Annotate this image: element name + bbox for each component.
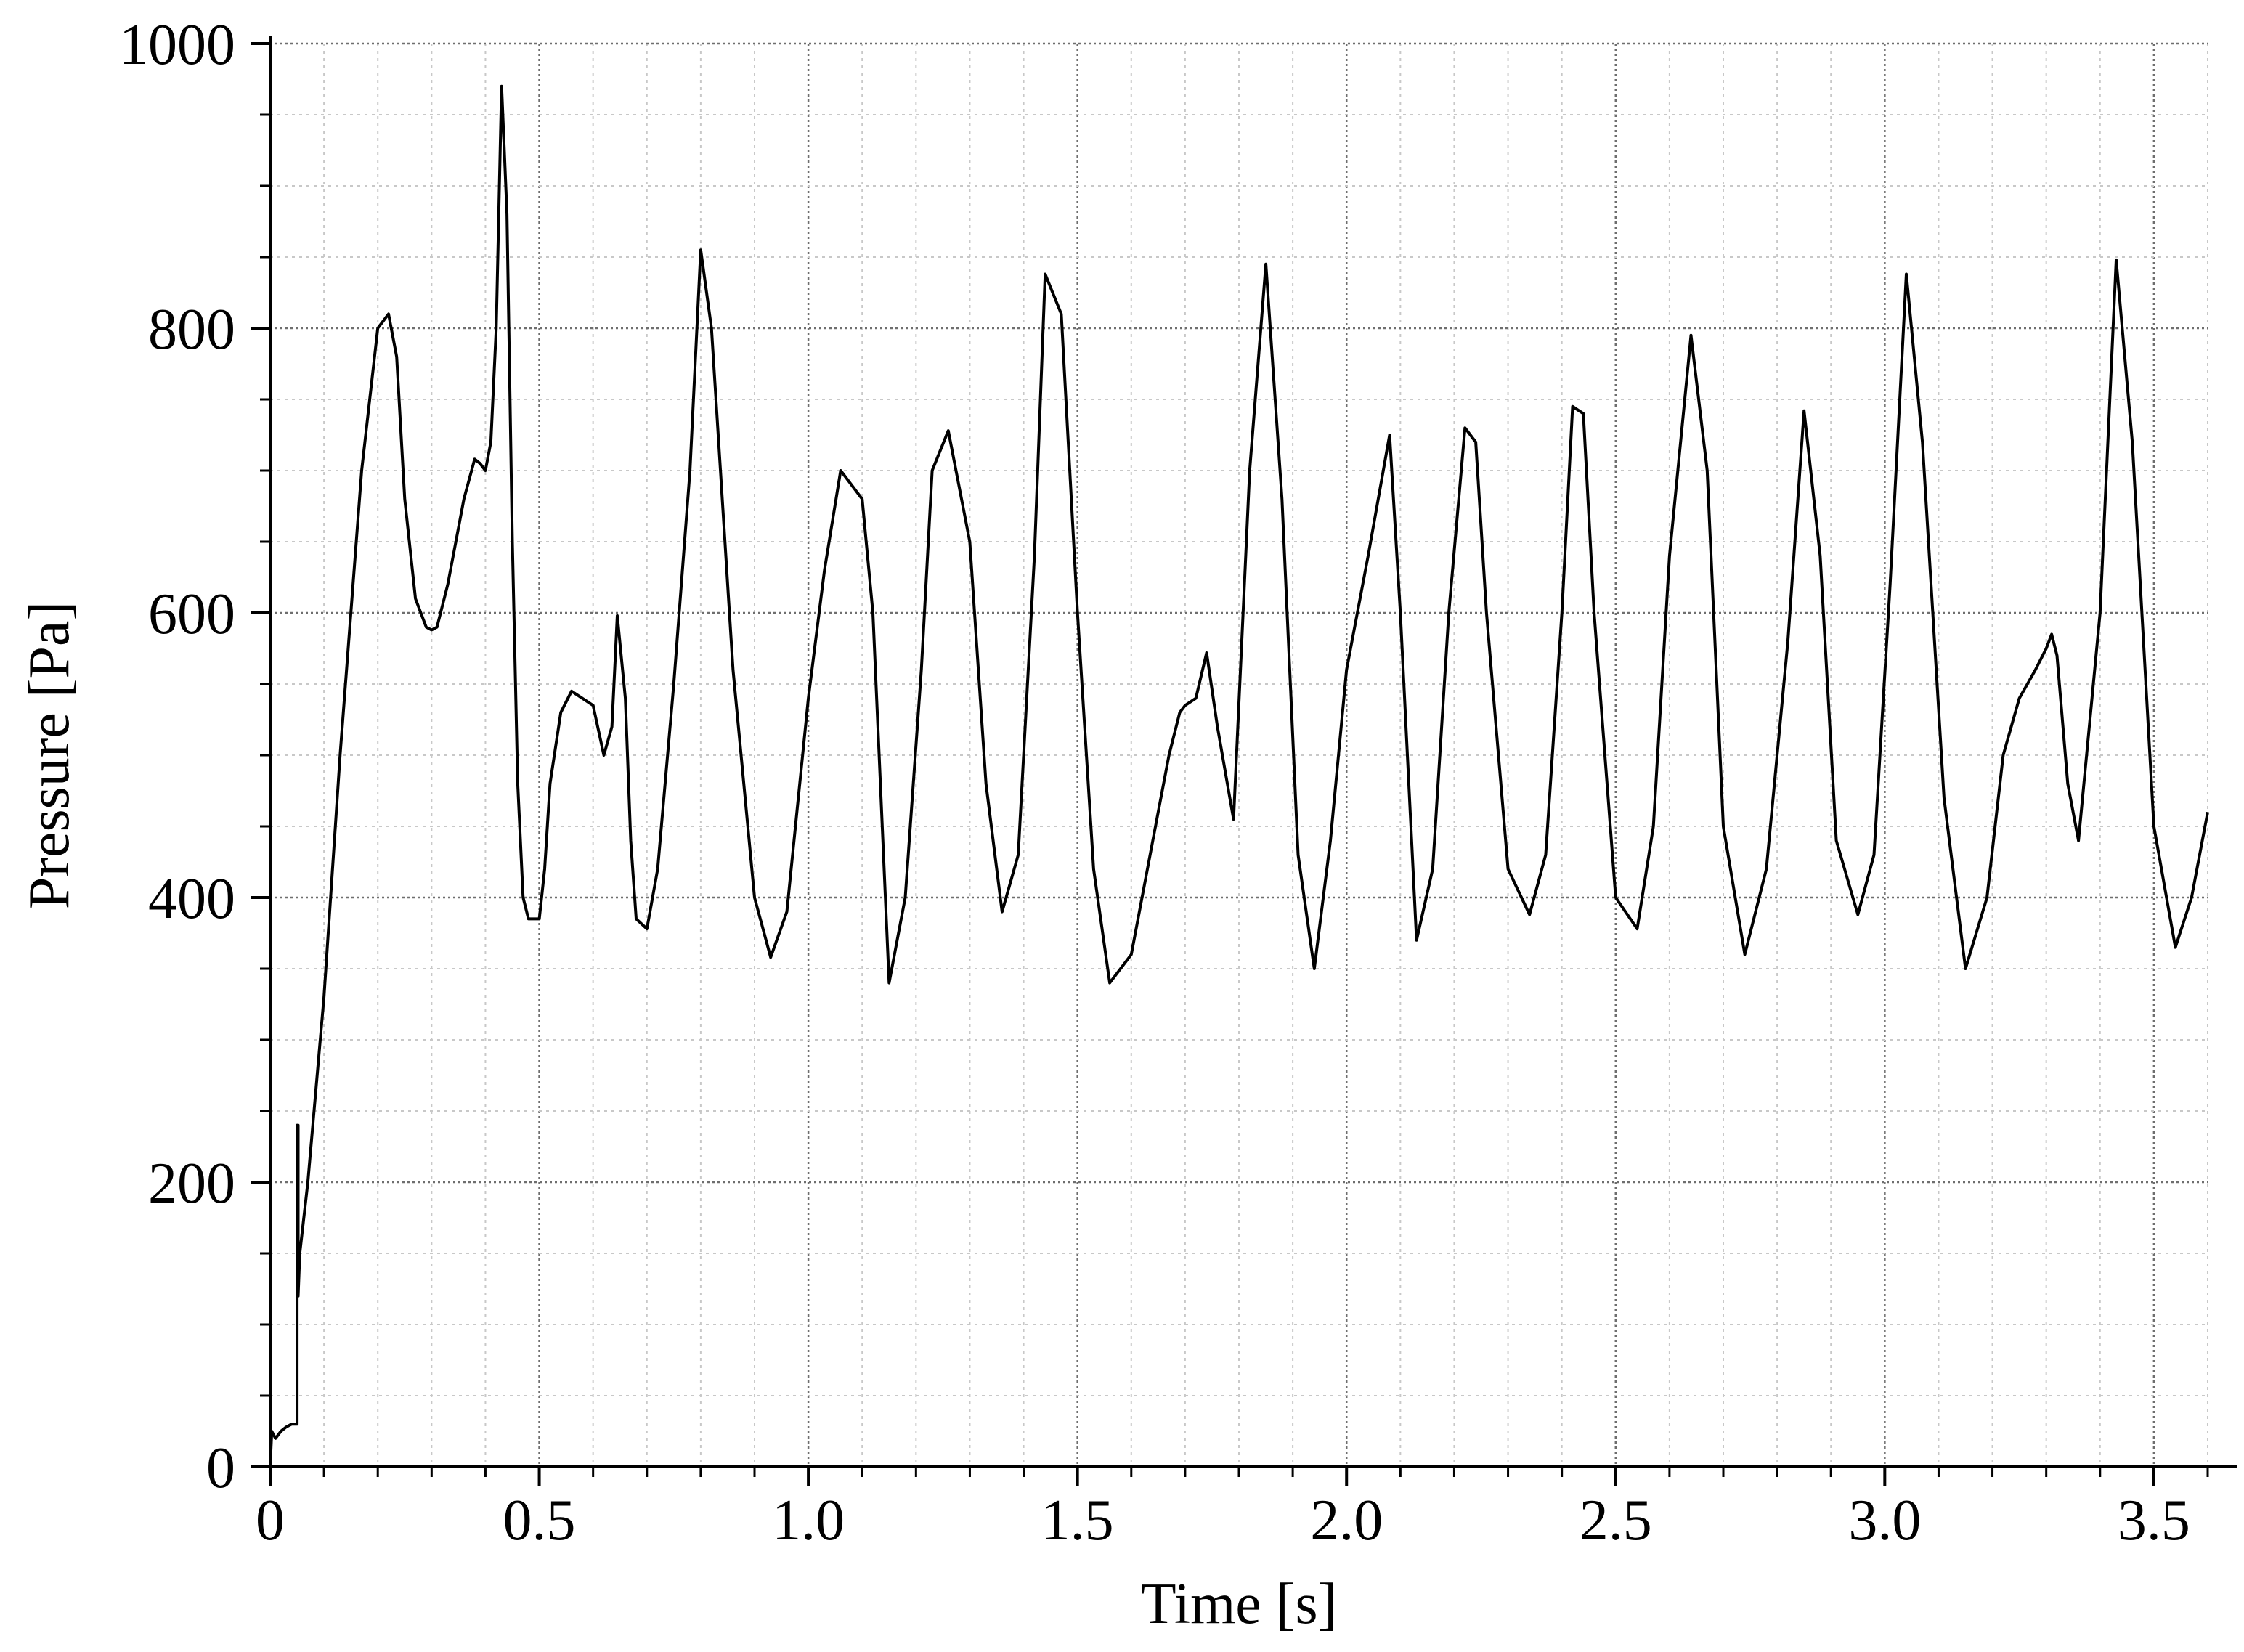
x-tick-label: 3.5 [2118, 1489, 2190, 1553]
y-tick-label: 200 [148, 1152, 235, 1216]
series-layer [269, 84, 2209, 1468]
x-tick-label: 0.5 [503, 1489, 576, 1553]
tick-labels: 0 0.5 1.0 1.5 2.0 2.5 3.0 3.5 0 200 400 600 800 1000 [119, 13, 2190, 1553]
x-axis-label: Time [s] [1141, 1572, 1337, 1636]
pressure-series-line [269, 84, 2209, 1468]
y-tick-label: 0 [206, 1436, 235, 1500]
y-axis-label: Pressure [Pa] [17, 601, 81, 909]
x-tick-label: 1.5 [1041, 1489, 1114, 1553]
x-tick-label: 3.0 [1848, 1489, 1921, 1553]
x-tick-label: 2.5 [1580, 1489, 1652, 1553]
x-tick-label: 1.0 [772, 1489, 845, 1553]
x-tick-label: 2.0 [1310, 1489, 1383, 1553]
grid [270, 42, 2208, 1467]
y-tick-label: 400 [148, 867, 235, 931]
y-tick-label: 800 [148, 298, 235, 362]
y-tick-label: 1000 [119, 13, 235, 77]
axes [251, 36, 2237, 1486]
y-tick-label: 600 [148, 582, 235, 646]
x-tick-label: 0 [256, 1489, 285, 1553]
